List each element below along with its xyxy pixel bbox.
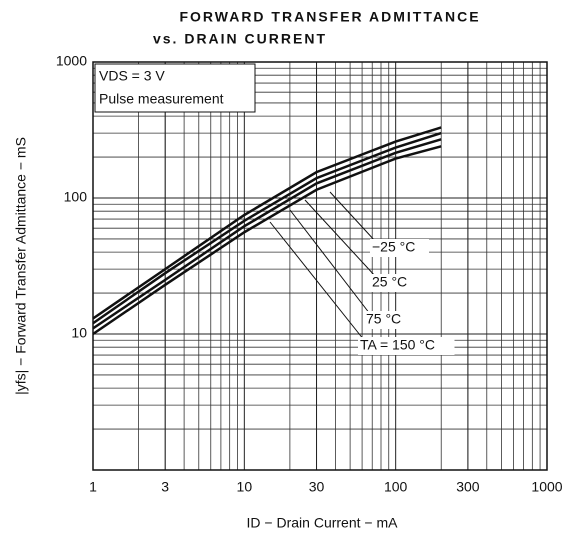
plot-frame <box>92 61 548 471</box>
series-label: −25 °C <box>372 239 415 255</box>
x-axis-label: ID − Drain Current − mA <box>247 515 399 531</box>
x-tick-label: 1000 <box>531 479 562 495</box>
x-tick-label: 30 <box>309 479 325 495</box>
y-tick-label: 1000 <box>56 53 87 69</box>
leader-line <box>329 191 377 243</box>
annotation: Pulse measurement <box>99 91 224 107</box>
label-bg <box>370 274 422 292</box>
chart-title: FORWARD TRANSFER ADMITTANCE <box>179 9 480 25</box>
y-tick-label: 100 <box>64 189 88 205</box>
x-tick-label: 1 <box>89 479 97 495</box>
y-axis-label: |yfs| − Forward Transfer Admittance − mS <box>13 137 29 395</box>
series-line <box>92 138 442 330</box>
annotation: VDS = 3 V <box>99 68 165 84</box>
series-line <box>92 126 442 320</box>
series-label: 25 °C <box>372 274 407 290</box>
series-label: 75 °C <box>366 311 401 327</box>
leader-line <box>304 199 377 278</box>
label-bg <box>358 337 455 355</box>
chart-subtitle: vs. DRAIN CURRENT <box>153 31 327 47</box>
x-tick-label: 10 <box>237 479 253 495</box>
label-bg <box>370 239 429 257</box>
annotation-box <box>94 63 256 113</box>
x-tick-label: 3 <box>161 479 169 495</box>
series-line <box>92 131 442 325</box>
label-bg <box>364 311 416 329</box>
x-tick-label: 100 <box>384 479 408 495</box>
series-line <box>92 145 442 336</box>
x-tick-label: 300 <box>456 479 480 495</box>
leader-line <box>289 209 371 315</box>
y-tick-label: 10 <box>71 325 87 341</box>
series-label: TA = 150 °C <box>360 337 435 353</box>
leader-line <box>269 221 365 341</box>
